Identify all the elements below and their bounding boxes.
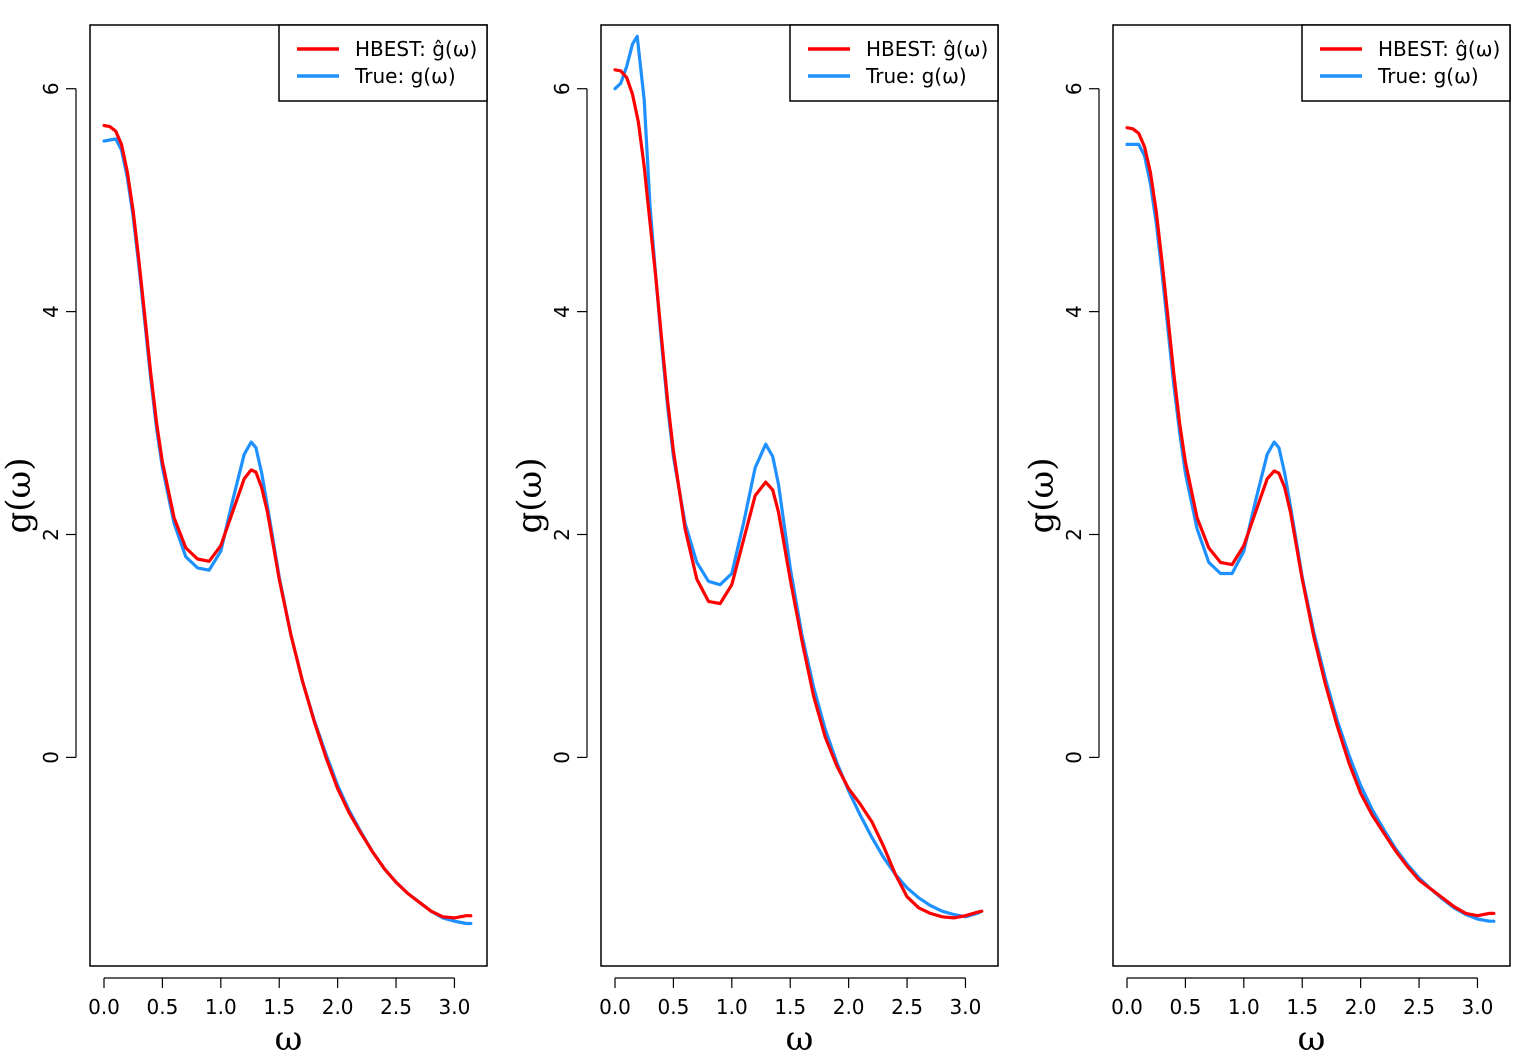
x-tick-label: 0.5 xyxy=(658,995,690,1019)
chart-panel-2: 0.0 0.5 1.0 1.5 2.0 2.5 3.0 ω 0 2 4 6 g(ω) HBEST: ĝ(ω… xyxy=(510,24,999,1056)
x-tick-label: 0.0 xyxy=(599,995,631,1019)
y-tick-label: 0 xyxy=(550,751,574,764)
y-axis: 0 2 4 6 g(ω) xyxy=(510,82,588,764)
legend-entry: True: g(ω) xyxy=(865,64,967,88)
x-tick-label: 2.5 xyxy=(1403,995,1435,1019)
x-tick-label: 2.0 xyxy=(833,995,865,1019)
y-axis-label: g(ω) xyxy=(0,457,39,533)
y-axis-label: g(ω) xyxy=(510,457,550,533)
y-tick-label: 4 xyxy=(550,305,574,318)
x-axis: 0.0 0.5 1.0 1.5 2.0 2.5 3.0 ω xyxy=(599,977,982,1056)
x-axis-label: ω xyxy=(275,1019,303,1056)
hbest-series-line xyxy=(102,123,473,920)
x-tick-label: 1.0 xyxy=(716,995,748,1019)
legend-box xyxy=(1301,24,1511,102)
y-tick-label: 2 xyxy=(1062,528,1086,541)
x-tick-label: 2.0 xyxy=(1345,995,1377,1019)
legend-entry: True: g(ω) xyxy=(354,64,456,88)
plot-frame xyxy=(89,24,488,967)
legend-box xyxy=(789,24,999,102)
chart-panel-1: 0.0 0.5 1.0 1.5 2.0 2.5 3.0 ω 0 2 4 6 g(ω) HBEST: ĝ(ω… xyxy=(0,24,488,1056)
legend-entry: True: g(ω) xyxy=(1377,64,1479,88)
x-tick-label: 0.0 xyxy=(1111,995,1143,1019)
y-tick-label: 6 xyxy=(550,82,574,95)
x-tick-label: 1.5 xyxy=(263,995,295,1019)
x-tick-label: 2.5 xyxy=(380,995,412,1019)
y-axis-label: g(ω) xyxy=(1022,457,1062,533)
legend-entry: HBEST: ĝ(ω) xyxy=(355,37,477,61)
y-axis: 0 2 4 6 g(ω) xyxy=(0,82,77,764)
hbest-series-line xyxy=(613,68,984,920)
y-tick-label: 0 xyxy=(1062,751,1086,764)
x-tick-label: 1.5 xyxy=(774,995,806,1019)
x-tick-label: 2.0 xyxy=(322,995,354,1019)
legend-entry: HBEST: ĝ(ω) xyxy=(1378,37,1500,61)
x-tick-label: 3.0 xyxy=(1462,995,1494,1019)
true-series-line xyxy=(102,137,473,926)
y-tick-label: 4 xyxy=(39,305,63,318)
x-tick-label: 3.0 xyxy=(439,995,471,1019)
x-tick-label: 2.5 xyxy=(891,995,923,1019)
plot-frame xyxy=(600,24,999,967)
y-tick-label: 6 xyxy=(39,82,63,95)
x-axis: 0.0 0.5 1.0 1.5 2.0 2.5 3.0 ω xyxy=(88,977,471,1056)
chart-panel-3: 0.0 0.5 1.0 1.5 2.0 2.5 3.0 ω 0 2 4 6 g(ω) HBEST: ĝ(ω… xyxy=(1022,24,1511,1056)
legend-box xyxy=(278,24,488,102)
y-tick-label: 0 xyxy=(39,751,63,764)
legend: HBEST: ĝ(ω) True: g(ω) xyxy=(278,24,488,102)
y-tick-label: 2 xyxy=(550,528,574,541)
x-tick-label: 1.0 xyxy=(1228,995,1260,1019)
x-tick-label: 0.0 xyxy=(88,995,120,1019)
plot-frame xyxy=(1112,24,1511,967)
x-axis: 0.0 0.5 1.0 1.5 2.0 2.5 3.0 ω xyxy=(1111,977,1494,1056)
legend-entry: HBEST: ĝ(ω) xyxy=(866,37,988,61)
y-tick-label: 2 xyxy=(39,528,63,541)
x-tick-label: 1.5 xyxy=(1286,995,1318,1019)
x-tick-label: 0.5 xyxy=(1170,995,1202,1019)
legend: HBEST: ĝ(ω) True: g(ω) xyxy=(789,24,999,102)
legend: HBEST: ĝ(ω) True: g(ω) xyxy=(1301,24,1511,102)
y-tick-label: 4 xyxy=(1062,305,1086,318)
x-tick-label: 1.0 xyxy=(205,995,237,1019)
x-axis-label: ω xyxy=(786,1019,814,1056)
x-tick-label: 0.5 xyxy=(147,995,179,1019)
true-series-line xyxy=(613,34,984,919)
true-series-line xyxy=(1125,142,1496,923)
x-tick-label: 3.0 xyxy=(950,995,982,1019)
y-axis: 0 2 4 6 g(ω) xyxy=(1022,82,1100,764)
y-tick-label: 6 xyxy=(1062,82,1086,95)
hbest-series-line xyxy=(1125,126,1496,918)
x-axis-label: ω xyxy=(1298,1019,1326,1056)
